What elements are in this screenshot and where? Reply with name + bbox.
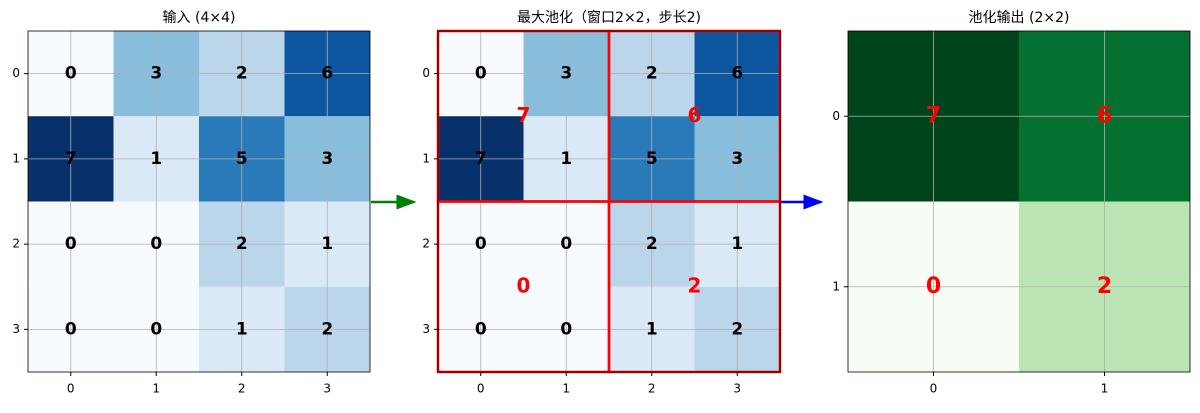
- y-tick-label: 3: [422, 322, 430, 336]
- cell-label: 2: [646, 64, 658, 84]
- cell-label: 6: [731, 64, 743, 84]
- cell-label: 0: [65, 64, 77, 84]
- cell-label: 3: [560, 64, 572, 84]
- y-tick-label: 3: [12, 322, 20, 336]
- x-tick-label: 3: [733, 382, 741, 396]
- chart-title: 输入 (4×4): [163, 10, 236, 26]
- y-tick-label: 1: [832, 279, 840, 293]
- cell-label: 0: [926, 274, 941, 299]
- x-tick-label: 0: [477, 382, 485, 396]
- pooled-label: 6: [688, 103, 702, 127]
- cell-label: 1: [236, 319, 248, 339]
- cell-label: 6: [1097, 103, 1112, 128]
- cell-label: 2: [1097, 274, 1112, 299]
- cell-label: 5: [236, 149, 248, 169]
- cell-label: 1: [731, 234, 743, 254]
- x-tick-label: 2: [648, 382, 656, 396]
- cell-label: 7: [475, 149, 487, 169]
- y-tick-label: 0: [832, 109, 840, 123]
- cell-label: 7: [926, 103, 941, 128]
- y-tick-label: 2: [12, 237, 20, 251]
- x-tick-label: 0: [67, 382, 75, 396]
- cell-label: 0: [65, 234, 77, 254]
- cell-label: 3: [321, 149, 333, 169]
- x-tick-label: 2: [238, 382, 246, 396]
- y-tick-label: 1: [422, 151, 430, 165]
- cell-label: 0: [475, 319, 487, 339]
- cell-label: 1: [646, 319, 658, 339]
- x-tick-label: 1: [562, 382, 570, 396]
- axes-frame: [27, 30, 371, 373]
- cell-label: 2: [646, 234, 658, 254]
- axes-frame: [847, 30, 1191, 373]
- chart-title: 池化输出 (2×2): [969, 10, 1070, 26]
- cell-label: 6: [321, 64, 333, 84]
- cell-label: 7: [65, 149, 77, 169]
- cell-label: 0: [475, 234, 487, 254]
- x-tick-label: 3: [323, 382, 331, 396]
- cell-label: 0: [65, 319, 77, 339]
- x-tick-label: 1: [1101, 382, 1109, 396]
- cell-label: 1: [150, 149, 162, 169]
- cell-label: 0: [150, 319, 162, 339]
- axes-frame: [437, 30, 781, 373]
- cell-label: 1: [321, 234, 333, 254]
- pooled-label: 0: [517, 273, 531, 297]
- y-tick-label: 1: [12, 151, 20, 165]
- cell-label: 2: [236, 64, 248, 84]
- cell-label: 0: [560, 234, 572, 254]
- cell-label: 1: [560, 149, 572, 169]
- y-tick-label: 0: [422, 66, 430, 80]
- cell-label: 0: [560, 319, 572, 339]
- cell-label: 2: [321, 319, 333, 339]
- pooled-label: 2: [688, 273, 702, 297]
- y-tick-label: 2: [422, 237, 430, 251]
- x-tick-label: 0: [930, 382, 938, 396]
- cell-label: 0: [475, 64, 487, 84]
- cell-label: 2: [731, 319, 743, 339]
- cell-label: 2: [236, 234, 248, 254]
- chart-title: 最大池化（窗口2×2，步长2): [517, 9, 701, 26]
- cell-label: 5: [646, 149, 658, 169]
- y-tick-label: 0: [12, 66, 20, 80]
- cell-label: 3: [731, 149, 743, 169]
- cell-label: 0: [150, 234, 162, 254]
- x-tick-label: 1: [152, 382, 160, 396]
- pooled-label: 7: [517, 103, 531, 127]
- cell-label: 3: [150, 64, 162, 84]
